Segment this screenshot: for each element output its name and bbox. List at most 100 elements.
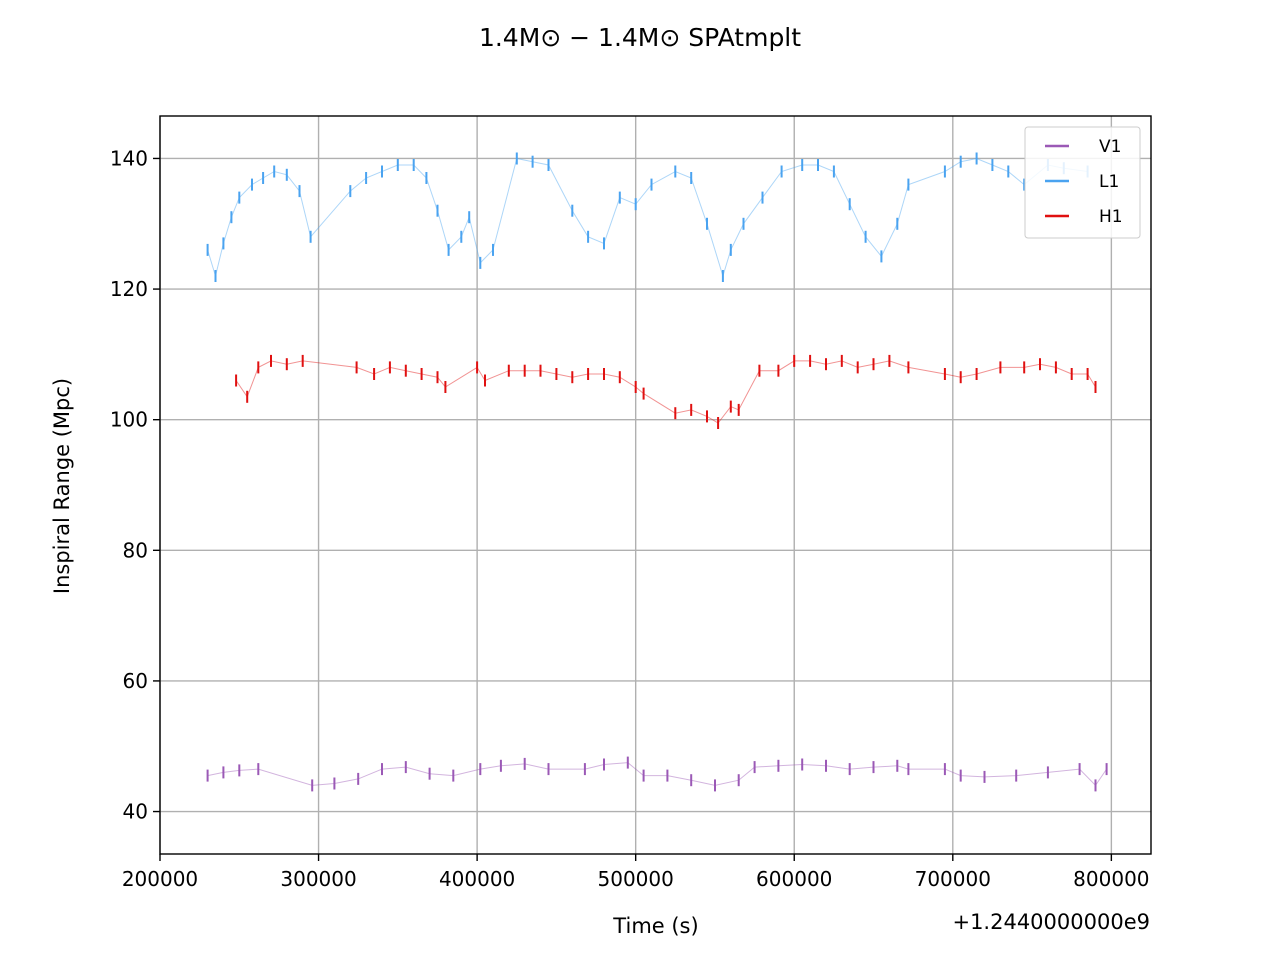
data-point bbox=[447, 243, 450, 256]
data-point bbox=[832, 165, 835, 178]
data-point bbox=[896, 217, 899, 230]
data-point bbox=[706, 410, 708, 423]
data-point bbox=[706, 217, 708, 230]
data-point bbox=[222, 766, 225, 779]
axis-ticks: 200000 300000 400000 500000 600000 700000 8000… bbox=[110, 146, 1150, 891]
data-point bbox=[251, 178, 253, 191]
data-point bbox=[801, 758, 804, 771]
x-offset-label: +1.2440000000e9 bbox=[952, 910, 1150, 934]
data-point bbox=[1078, 763, 1081, 776]
x-tick-label: 600000 bbox=[756, 867, 832, 891]
data-point bbox=[907, 763, 910, 776]
data-point bbox=[547, 763, 550, 776]
data-point bbox=[991, 159, 994, 171]
y-tick-label: 40 bbox=[123, 800, 148, 824]
data-point bbox=[230, 211, 233, 224]
data-point bbox=[499, 759, 502, 772]
data-point bbox=[777, 364, 780, 377]
x-tick-label: 500000 bbox=[598, 867, 674, 891]
data-point bbox=[907, 361, 910, 374]
x-tick-label: 800000 bbox=[1073, 867, 1149, 891]
data-point bbox=[943, 763, 946, 776]
data-point bbox=[872, 358, 875, 371]
y-tick-label: 60 bbox=[123, 669, 148, 693]
y-tick-label: 140 bbox=[110, 146, 148, 170]
data-point bbox=[717, 417, 720, 429]
data-point bbox=[714, 779, 716, 792]
data-point bbox=[737, 403, 740, 416]
data-point bbox=[674, 165, 677, 178]
data-point bbox=[742, 217, 745, 230]
data-point bbox=[425, 172, 428, 184]
data-point bbox=[206, 243, 209, 256]
data-point bbox=[571, 204, 574, 217]
data-point bbox=[1086, 368, 1089, 380]
data-point bbox=[333, 777, 336, 790]
data-point bbox=[587, 230, 590, 243]
data-point bbox=[777, 759, 780, 772]
legend-label: V1 bbox=[1099, 137, 1121, 157]
data-point bbox=[907, 178, 910, 191]
series-l1 bbox=[206, 152, 1089, 282]
data-point bbox=[809, 354, 812, 367]
data-point bbox=[355, 361, 358, 374]
data-point bbox=[222, 237, 225, 250]
data-point bbox=[388, 361, 391, 374]
data-point bbox=[603, 237, 605, 250]
legend-label: H1 bbox=[1099, 207, 1123, 227]
data-point bbox=[1046, 766, 1049, 779]
x-tick-label: 200000 bbox=[122, 867, 198, 891]
plot-area bbox=[206, 152, 1108, 792]
data-point bbox=[1054, 361, 1057, 374]
data-point bbox=[666, 769, 669, 782]
data-point bbox=[357, 772, 360, 785]
data-point bbox=[373, 368, 376, 380]
data-point bbox=[650, 178, 653, 191]
data-point bbox=[257, 361, 260, 374]
data-point bbox=[531, 155, 534, 168]
data-point bbox=[301, 354, 304, 367]
data-point bbox=[523, 364, 526, 377]
y-tick-label: 80 bbox=[123, 538, 148, 562]
data-point bbox=[587, 368, 590, 380]
data-point bbox=[758, 364, 761, 377]
data-point bbox=[349, 185, 352, 198]
data-point bbox=[257, 763, 260, 776]
data-point bbox=[603, 758, 605, 771]
data-point bbox=[634, 381, 637, 393]
data-point bbox=[737, 774, 740, 787]
legend-box bbox=[1024, 126, 1141, 239]
data-point bbox=[285, 168, 288, 181]
data-point bbox=[618, 191, 621, 204]
data-point bbox=[1015, 769, 1018, 782]
data-point bbox=[943, 165, 946, 178]
data-point bbox=[690, 172, 693, 184]
data-point bbox=[428, 767, 431, 780]
series-trace bbox=[235, 360, 1096, 424]
data-point bbox=[298, 185, 301, 198]
data-point bbox=[479, 763, 482, 776]
data-point bbox=[238, 764, 241, 777]
data-point bbox=[817, 159, 819, 171]
data-point bbox=[603, 368, 605, 380]
series-h1 bbox=[235, 354, 1097, 429]
series-trace bbox=[207, 762, 1108, 787]
x-tick-label: 400000 bbox=[439, 867, 515, 891]
data-point bbox=[452, 769, 455, 782]
data-point bbox=[412, 159, 415, 171]
data-point bbox=[476, 361, 479, 374]
series-v1 bbox=[206, 756, 1108, 792]
data-point bbox=[1094, 381, 1097, 393]
data-point bbox=[780, 165, 783, 178]
data-point bbox=[983, 770, 986, 783]
data-point bbox=[214, 270, 217, 282]
data-point bbox=[262, 172, 265, 184]
data-point bbox=[507, 364, 510, 377]
data-point bbox=[975, 368, 978, 380]
data-point bbox=[468, 211, 471, 224]
data-point bbox=[404, 364, 407, 377]
data-point bbox=[1105, 763, 1108, 776]
data-point bbox=[626, 756, 629, 769]
data-point bbox=[1007, 165, 1010, 178]
